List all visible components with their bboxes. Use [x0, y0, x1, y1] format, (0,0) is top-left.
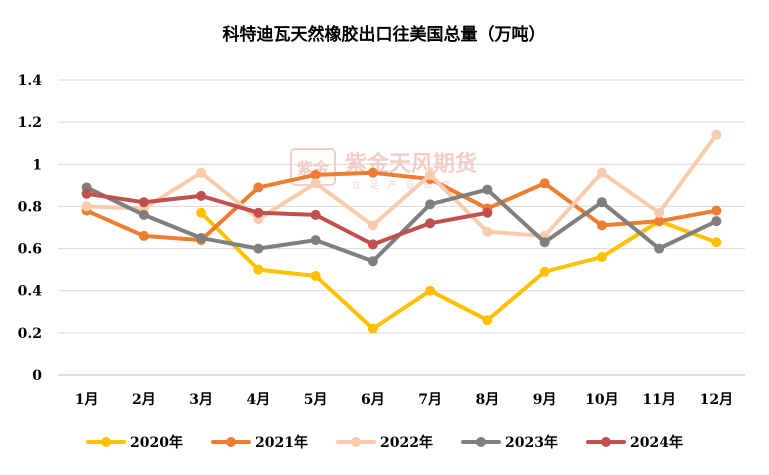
data-point: [711, 216, 722, 227]
data-point: [367, 256, 378, 267]
y-tick-label: 0.2: [18, 326, 42, 342]
legend-swatch-marker: [476, 437, 486, 447]
series-line: [84, 170, 719, 243]
x-axis-ticks: 1月 2月 3月 4月 5月 6月 7月 8月 9月 10月 11月 12月: [75, 392, 733, 408]
series-lines: [81, 129, 722, 334]
legend-label: 2024年: [630, 434, 683, 451]
data-point: [196, 207, 207, 218]
data-point: [367, 239, 378, 250]
x-tick-label: 6月: [361, 392, 385, 408]
y-tick-label: 1.4: [18, 73, 43, 89]
data-point: [711, 205, 722, 216]
x-tick-label: 9月: [533, 392, 557, 408]
x-tick-label: 3月: [189, 392, 213, 408]
x-tick-label: 12月: [700, 392, 733, 408]
x-tick-label: 4月: [247, 392, 271, 408]
data-point: [425, 199, 436, 210]
data-point: [654, 207, 665, 218]
data-point: [539, 266, 550, 277]
series-2020年: [196, 207, 722, 334]
data-point: [596, 252, 607, 262]
x-tick-label: 5月: [304, 392, 328, 408]
y-tick-label: 1.2: [18, 115, 42, 131]
legend-label: 2021年: [255, 434, 308, 451]
data-point: [253, 207, 264, 218]
data-point: [539, 237, 550, 248]
data-point: [654, 243, 665, 254]
legend-label: 2023年: [505, 434, 558, 451]
legend-swatch-marker: [601, 437, 611, 447]
data-point: [654, 216, 665, 227]
x-tick-label: 1月: [75, 392, 99, 408]
data-point: [425, 285, 436, 296]
x-tick-label: 2月: [132, 392, 156, 408]
data-point: [310, 235, 321, 246]
data-point: [482, 184, 493, 195]
data-point: [81, 188, 92, 199]
legend-swatch-marker: [351, 437, 361, 447]
data-point: [482, 207, 493, 218]
data-point: [367, 220, 378, 231]
x-tick-label: 7月: [418, 392, 442, 408]
y-tick-label: 0.6: [18, 242, 42, 258]
data-point: [482, 315, 493, 326]
y-tick-label: 0: [32, 368, 42, 384]
legend: 2020年 2021年 2022年 2023年 2024年: [86, 434, 683, 451]
data-point: [81, 201, 92, 212]
legend-label: 2022年: [380, 434, 433, 451]
y-tick-label: 1: [32, 157, 42, 173]
y-tick-label: 0.8: [18, 199, 42, 215]
data-point: [253, 243, 264, 254]
data-point: [596, 220, 607, 231]
data-point: [310, 169, 321, 180]
data-point: [310, 178, 321, 189]
legend-swatch-marker: [226, 437, 236, 447]
data-point: [138, 197, 149, 208]
data-point: [310, 209, 321, 220]
series-line: [84, 191, 490, 247]
y-tick-label: 0.4: [18, 284, 43, 300]
data-point: [138, 230, 149, 241]
data-point: [711, 129, 722, 140]
data-point: [596, 197, 607, 208]
data-point: [367, 323, 378, 334]
gridlines: [58, 79, 745, 376]
data-point: [482, 226, 493, 237]
chart-title: 科特迪瓦天然橡胶出口往美国总量（万吨）: [223, 24, 546, 45]
data-point: [425, 218, 436, 229]
data-point: [711, 237, 722, 248]
x-tick-label: 8月: [476, 392, 500, 408]
series-line: [84, 132, 719, 238]
data-point: [138, 209, 149, 220]
x-tick-label: 11月: [642, 392, 675, 408]
data-point: [310, 270, 321, 281]
data-point: [196, 233, 207, 244]
data-point: [596, 167, 607, 178]
legend-label: 2020年: [130, 434, 183, 451]
series-2024年: [81, 188, 493, 250]
data-point: [539, 178, 550, 189]
data-point: [196, 167, 207, 178]
data-point: [425, 169, 436, 180]
data-point: [196, 190, 207, 201]
x-tick-label: 10月: [585, 392, 618, 408]
data-point: [253, 182, 264, 193]
legend-swatch-marker: [101, 437, 111, 447]
data-point: [367, 167, 378, 178]
series-line: [199, 210, 719, 331]
watermark-subtitle: 立 足 产 业 研 究: [352, 179, 453, 191]
data-point: [253, 264, 264, 275]
y-axis-ticks: 0 0.2 0.4 0.6 0.8 1 1.2 1.4: [18, 73, 43, 384]
